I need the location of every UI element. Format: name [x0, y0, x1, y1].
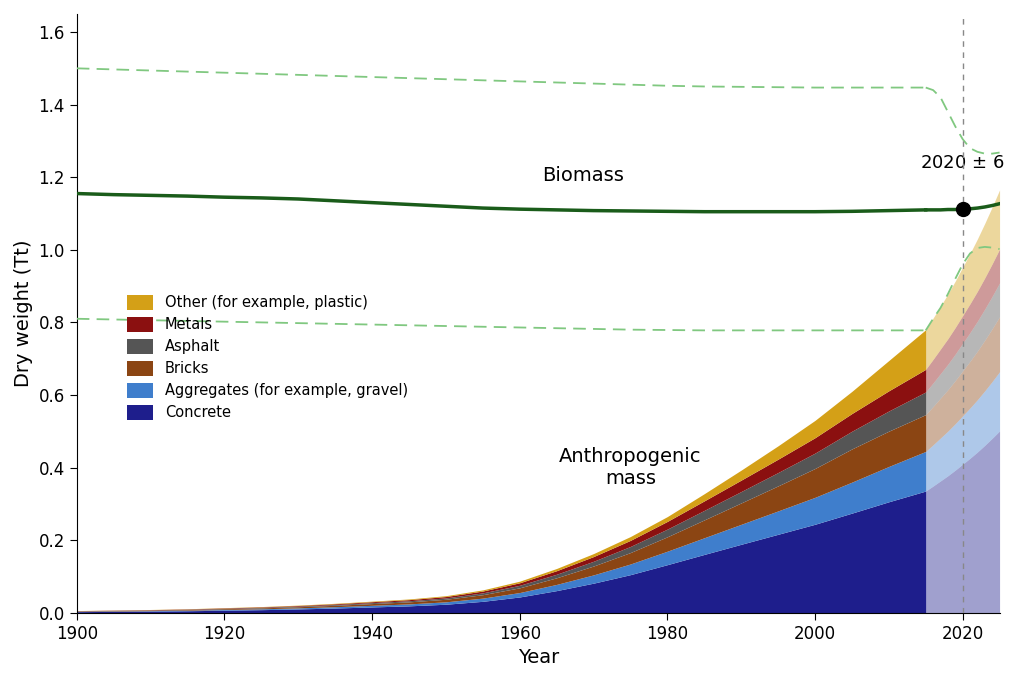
Legend: Other (for example, plastic), Metals, Asphalt, Bricks, Aggregates (for example, : Other (for example, plastic), Metals, As… [121, 289, 414, 426]
Text: Anthropogenic
mass: Anthropogenic mass [559, 447, 701, 488]
Text: 2020 $\pm$ 6: 2020 $\pm$ 6 [921, 154, 1005, 172]
X-axis label: Year: Year [517, 648, 559, 667]
Text: Biomass: Biomass [542, 166, 624, 185]
Y-axis label: Dry weight (Tt): Dry weight (Tt) [14, 240, 33, 387]
